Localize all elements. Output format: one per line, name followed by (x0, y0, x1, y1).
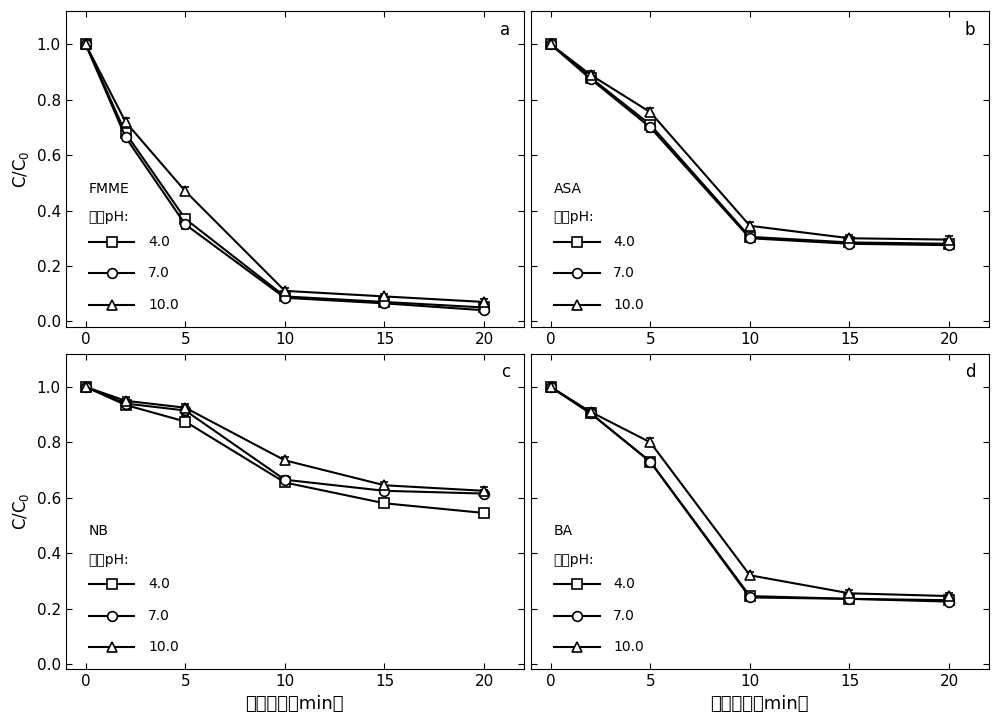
Text: NB: NB (89, 524, 109, 538)
Text: 4.0: 4.0 (613, 235, 635, 248)
Text: 7.0: 7.0 (148, 266, 170, 280)
Text: 7.0: 7.0 (613, 266, 635, 280)
Text: b: b (965, 20, 975, 38)
Text: c: c (501, 363, 510, 381)
Text: 10.0: 10.0 (148, 298, 179, 312)
Text: 4.0: 4.0 (148, 235, 170, 248)
X-axis label: 反应时间（min）: 反应时间（min） (711, 695, 809, 713)
Text: 4.0: 4.0 (613, 577, 635, 592)
Text: 初始pH:: 初始pH: (554, 210, 594, 224)
Y-axis label: C/C$_0$: C/C$_0$ (11, 493, 31, 531)
Text: ASA: ASA (554, 182, 582, 195)
Text: FMME: FMME (89, 182, 129, 195)
Y-axis label: C/C$_0$: C/C$_0$ (11, 150, 31, 188)
Text: 10.0: 10.0 (613, 298, 644, 312)
Text: a: a (500, 20, 510, 38)
Text: 7.0: 7.0 (613, 609, 635, 623)
Text: 7.0: 7.0 (148, 609, 170, 623)
Text: 初始pH:: 初始pH: (89, 210, 129, 224)
Text: 10.0: 10.0 (613, 640, 644, 654)
Text: BA: BA (554, 524, 573, 538)
Text: 初始pH:: 初始pH: (89, 552, 129, 567)
Text: 4.0: 4.0 (148, 577, 170, 592)
X-axis label: 反应时间（min）: 反应时间（min） (246, 695, 344, 713)
Text: 初始pH:: 初始pH: (554, 552, 594, 567)
Text: d: d (965, 363, 975, 381)
Text: 10.0: 10.0 (148, 640, 179, 654)
